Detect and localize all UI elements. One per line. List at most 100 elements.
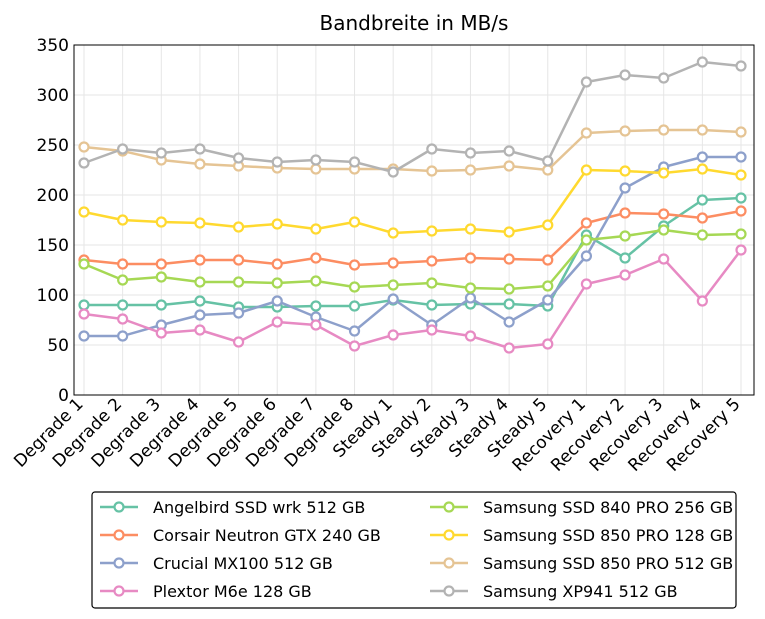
legend-item: Samsung SSD 840 PRO 256 GB bbox=[430, 498, 733, 517]
series-line bbox=[84, 155, 741, 338]
legend-swatch-marker bbox=[443, 585, 455, 597]
data-point bbox=[619, 269, 631, 281]
series-line bbox=[84, 196, 742, 309]
data-point bbox=[580, 250, 593, 262]
data-point bbox=[78, 330, 90, 342]
data-point bbox=[117, 143, 129, 155]
data-point bbox=[503, 160, 515, 172]
data-point bbox=[464, 252, 477, 264]
data-point bbox=[464, 292, 477, 304]
data-point bbox=[464, 164, 477, 176]
data-point bbox=[310, 163, 322, 175]
data-point bbox=[117, 258, 129, 270]
legend-swatch-marker bbox=[443, 557, 455, 569]
legend-item: Corsair Neutron GTX 240 GB bbox=[100, 526, 381, 545]
data-point bbox=[310, 252, 322, 264]
data-point bbox=[464, 223, 477, 235]
series-7 bbox=[78, 56, 747, 178]
data-point bbox=[542, 155, 554, 167]
data-point bbox=[426, 324, 438, 336]
legend-item: Crucial MX100 512 GB bbox=[100, 554, 333, 573]
legend-item: Plextor M6e 128 GB bbox=[100, 582, 312, 601]
data-point bbox=[658, 167, 670, 179]
series-2 bbox=[78, 151, 747, 342]
data-point bbox=[619, 230, 631, 242]
data-point bbox=[735, 228, 747, 240]
data-point bbox=[696, 229, 708, 241]
data-point bbox=[735, 244, 747, 256]
data-point bbox=[348, 216, 361, 228]
data-point bbox=[735, 151, 747, 163]
data-point bbox=[503, 283, 515, 295]
data-point bbox=[155, 258, 167, 270]
data-point bbox=[619, 182, 631, 194]
data-point bbox=[580, 76, 593, 88]
data-point bbox=[696, 151, 708, 163]
series-3 bbox=[78, 244, 747, 354]
chart-title: Bandbreite in MB/s bbox=[320, 11, 509, 35]
data-point bbox=[117, 214, 129, 226]
series-group bbox=[78, 56, 747, 354]
series-5 bbox=[78, 163, 747, 239]
grid bbox=[74, 44, 754, 396]
data-point bbox=[348, 300, 361, 312]
data-point bbox=[426, 255, 438, 267]
legend-swatch-marker bbox=[443, 529, 455, 541]
data-point bbox=[696, 124, 708, 136]
y-tick-label: 200 bbox=[37, 186, 69, 206]
data-point bbox=[542, 338, 554, 350]
data-point bbox=[310, 275, 322, 287]
y-tick-label: 100 bbox=[37, 286, 69, 306]
data-point bbox=[271, 295, 283, 307]
data-point bbox=[348, 259, 361, 271]
legend: Angelbird SSD wrk 512 GB Corsair Neutron … bbox=[91, 491, 737, 609]
legend-label: Samsung SSD 840 PRO 256 GB bbox=[483, 498, 733, 517]
legend-item: Samsung XP941 512 GB bbox=[430, 582, 678, 601]
data-point bbox=[619, 252, 631, 264]
data-point bbox=[155, 299, 167, 311]
data-point bbox=[348, 325, 361, 337]
data-point bbox=[503, 342, 515, 354]
data-point bbox=[696, 56, 708, 68]
legend-swatch-marker bbox=[113, 585, 125, 597]
data-point bbox=[194, 143, 206, 155]
data-point bbox=[735, 126, 747, 138]
data-point bbox=[78, 141, 90, 153]
data-point bbox=[117, 330, 129, 342]
data-point bbox=[155, 327, 167, 339]
data-point bbox=[194, 295, 206, 307]
legend-label: Samsung SSD 850 PRO 512 GB bbox=[483, 554, 733, 573]
legend-label: Samsung XP941 512 GB bbox=[483, 582, 678, 601]
data-point bbox=[696, 212, 708, 224]
series-0 bbox=[78, 192, 747, 313]
data-point bbox=[232, 254, 245, 266]
data-point bbox=[232, 221, 245, 233]
data-point bbox=[271, 156, 283, 168]
data-point bbox=[426, 165, 438, 177]
data-point bbox=[464, 282, 477, 294]
data-point bbox=[735, 60, 747, 72]
data-point bbox=[735, 169, 747, 181]
data-point bbox=[735, 192, 747, 204]
legend-swatch-marker bbox=[113, 529, 125, 541]
legend-swatch-marker bbox=[113, 501, 125, 513]
data-point bbox=[503, 253, 515, 265]
data-point bbox=[78, 258, 90, 270]
data-point bbox=[464, 330, 477, 342]
data-point bbox=[348, 156, 361, 168]
data-point bbox=[580, 234, 593, 246]
data-point bbox=[464, 147, 477, 159]
data-point bbox=[155, 216, 167, 228]
data-point bbox=[542, 254, 554, 266]
data-point bbox=[735, 205, 747, 217]
plot-area bbox=[73, 44, 755, 396]
data-point bbox=[232, 336, 245, 348]
data-point bbox=[348, 340, 361, 352]
data-point bbox=[696, 194, 708, 206]
data-point bbox=[78, 206, 90, 218]
data-point bbox=[310, 223, 322, 235]
series-line bbox=[83, 128, 742, 173]
legend-swatch-marker bbox=[443, 501, 455, 513]
series-line bbox=[83, 249, 742, 350]
